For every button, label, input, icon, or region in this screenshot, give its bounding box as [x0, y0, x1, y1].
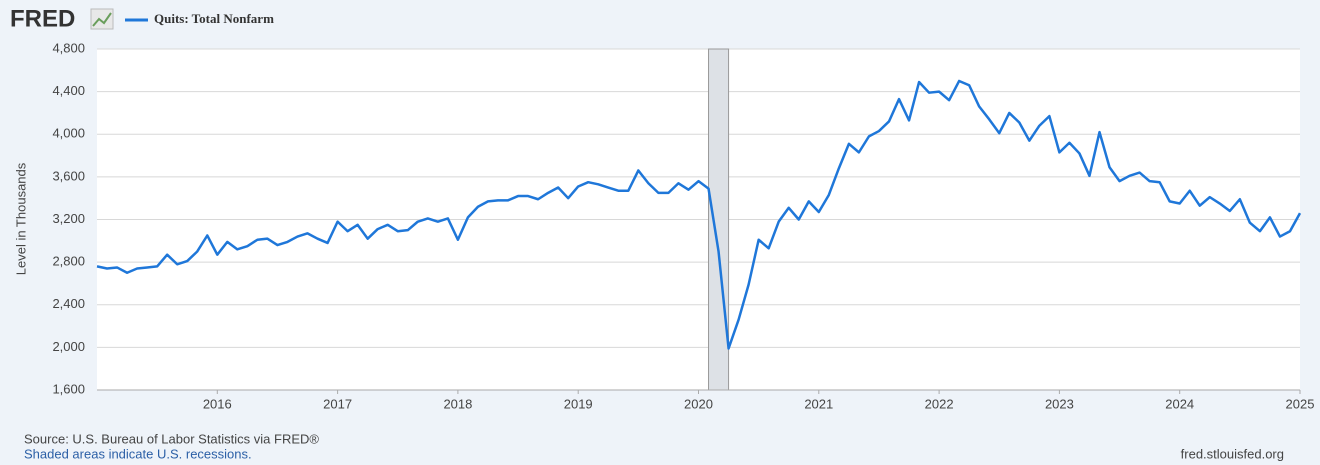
x-tick-label: 2018: [443, 396, 472, 411]
recession-note: Shaded areas indicate U.S. recessions.: [24, 446, 252, 461]
x-tick-label: 2023: [1045, 396, 1074, 411]
logo: FRED: [10, 5, 75, 32]
y-axis-label: Level in Thousands: [13, 162, 28, 275]
y-tick-label: 1,600: [52, 381, 85, 396]
y-tick-label: 3,600: [52, 168, 85, 183]
legend-label: Quits: Total Nonfarm: [154, 11, 274, 26]
source-note: Source: U.S. Bureau of Labor Statistics …: [24, 431, 319, 446]
y-tick-label: 4,000: [52, 126, 85, 141]
y-tick-label: 2,400: [52, 296, 85, 311]
x-tick-label: 2016: [203, 396, 232, 411]
logo-icon: [90, 8, 114, 30]
x-tick-label: 2024: [1165, 396, 1194, 411]
y-tick-label: 4,400: [52, 83, 85, 98]
x-tick-label: 2025: [1286, 396, 1315, 411]
y-tick-label: 3,200: [52, 211, 85, 226]
x-tick-label: 2021: [804, 396, 833, 411]
y-tick-label: 4,800: [52, 40, 85, 55]
y-tick-label: 2,800: [52, 254, 85, 269]
data-line: [96, 79, 1302, 350]
y-tick-label: 2,000: [52, 339, 85, 354]
x-tick-label: 2019: [564, 396, 593, 411]
site-url: fred.stlouisfed.org: [1181, 446, 1284, 461]
recession-shade: [708, 48, 730, 391]
x-tick-label: 2017: [323, 396, 352, 411]
x-tick-label: 2022: [925, 396, 954, 411]
x-tick-label: 2020: [684, 396, 713, 411]
